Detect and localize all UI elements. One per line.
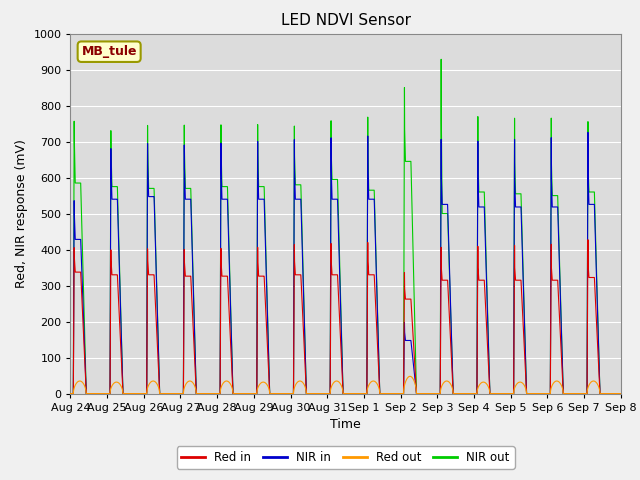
Text: MB_tule: MB_tule [81, 45, 137, 58]
X-axis label: Time: Time [330, 418, 361, 431]
Title: LED NDVI Sensor: LED NDVI Sensor [280, 13, 411, 28]
Y-axis label: Red, NIR response (mV): Red, NIR response (mV) [15, 139, 28, 288]
Legend: Red in, NIR in, Red out, NIR out: Red in, NIR in, Red out, NIR out [177, 446, 515, 469]
